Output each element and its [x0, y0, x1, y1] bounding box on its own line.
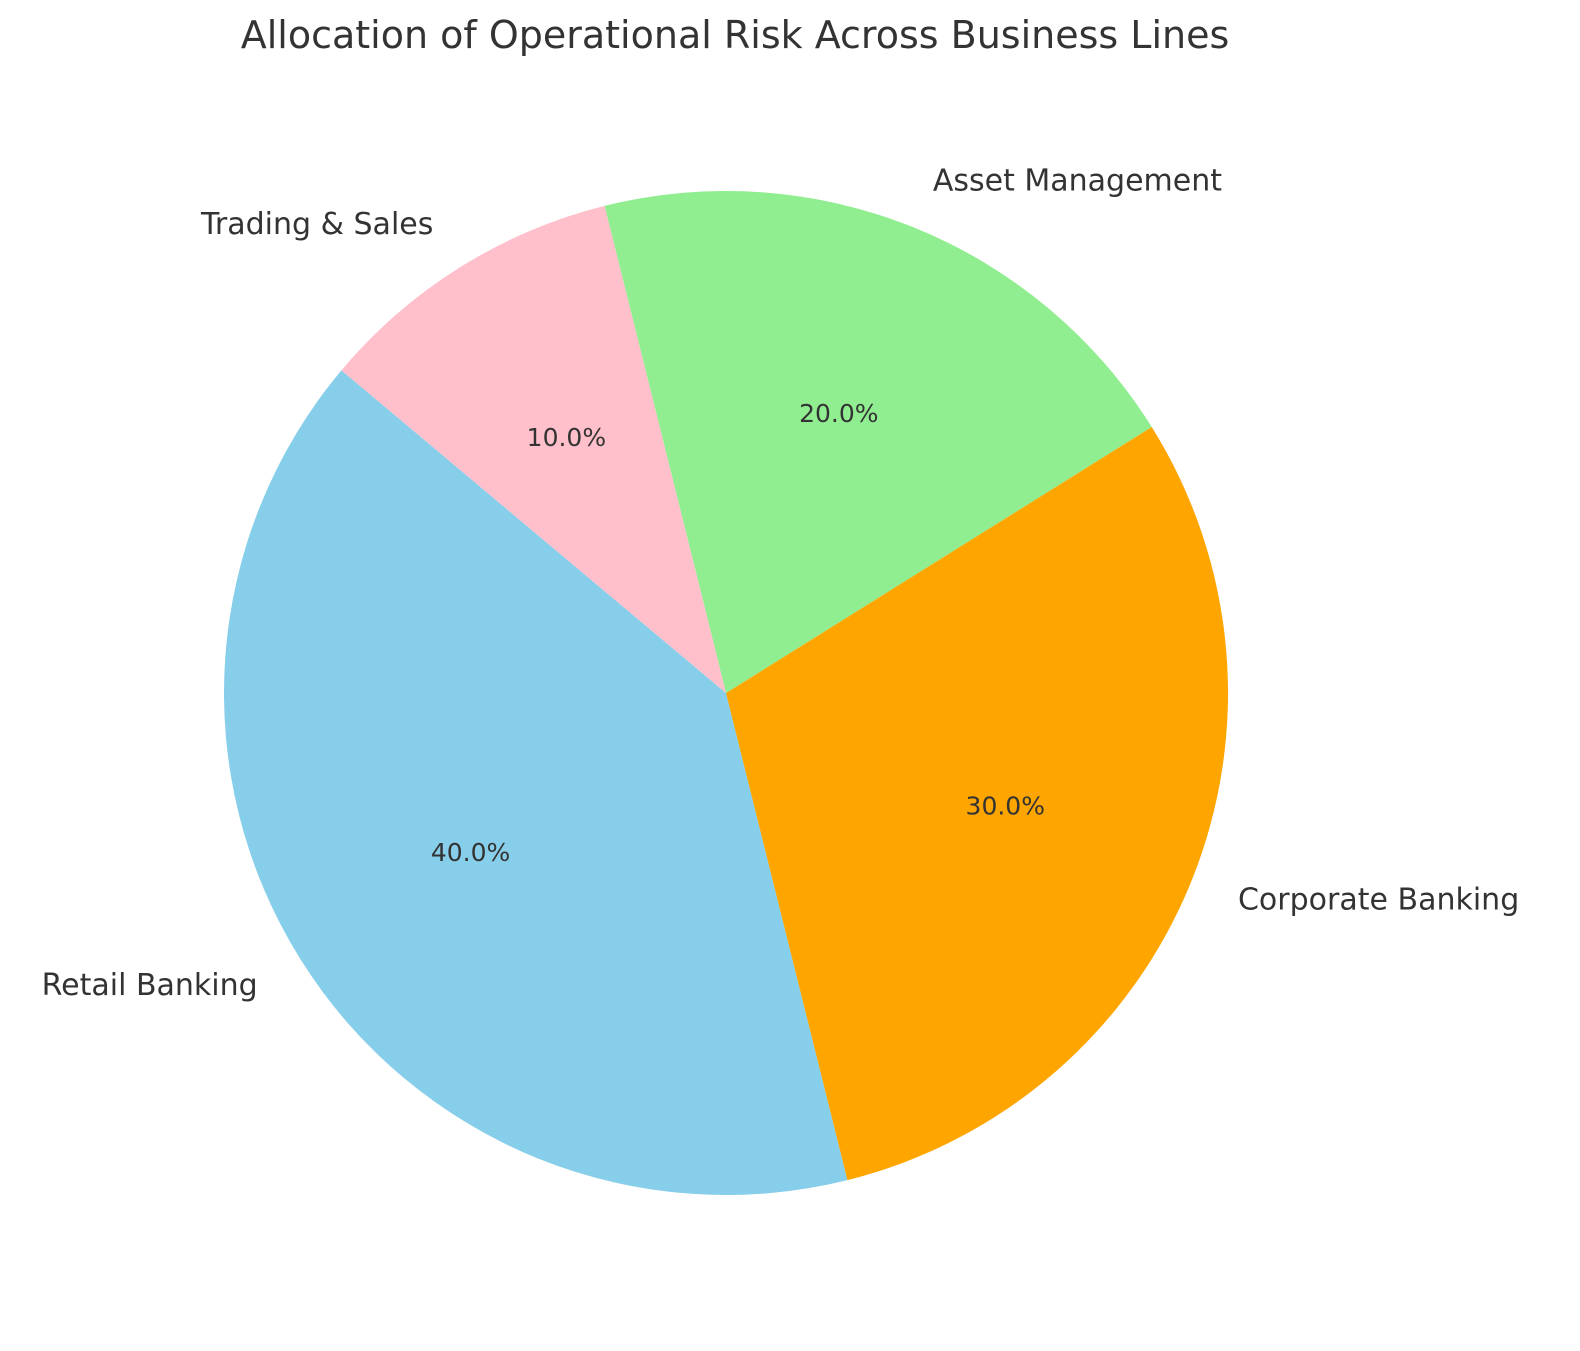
slice-percent-retail-banking: 40.0% [431, 838, 510, 867]
slice-label-asset-management: Asset Management [933, 164, 1222, 199]
slice-percent-asset-management: 20.0% [799, 399, 878, 428]
slice-label-trading-and-sales: Trading & Sales [200, 207, 433, 242]
pie-slice-trading-and-sales [341, 205, 726, 693]
slice-label-retail-banking: Retail Banking [42, 968, 258, 1003]
pie-slice-retail-banking [223, 370, 848, 1196]
slice-percent-corporate-banking: 30.0% [966, 791, 1045, 820]
pie-slice-corporate-banking [726, 426, 1229, 1181]
slice-label-corporate-banking: Corporate Banking [1238, 882, 1519, 917]
slice-percent-trading-and-sales: 10.0% [527, 423, 606, 452]
chart-title: Allocation of Operational Risk Across Bu… [241, 13, 1230, 57]
pie-slices [223, 191, 1229, 1196]
pie-labels: Retail Banking 40.0% Corporate Banking 30.0… [42, 164, 1520, 1004]
pie-slice-asset-management [604, 191, 1152, 693]
